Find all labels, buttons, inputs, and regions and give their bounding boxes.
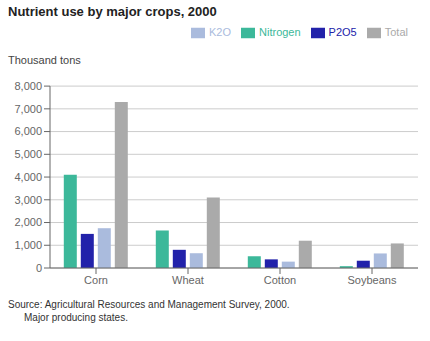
svg-text:1,000: 1,000 <box>14 239 42 251</box>
svg-text:Cotton: Cotton <box>264 274 296 286</box>
svg-text:2,000: 2,000 <box>14 216 42 228</box>
svg-text:Corn: Corn <box>84 274 108 286</box>
html-text:Source: Agricultural Resources: Source: Agricultural Resources and Manag… <box>8 299 290 310</box>
html-text:Thousand tons: Thousand tons <box>8 54 81 66</box>
svg-text:6,000: 6,000 <box>14 125 42 137</box>
svg-text:4,000: 4,000 <box>14 171 42 183</box>
svg-text:Wheat: Wheat <box>172 274 204 286</box>
svg-text:7,000: 7,000 <box>14 103 42 115</box>
svg-text:5,000: 5,000 <box>14 148 42 160</box>
html-text:Nitrogen: Nitrogen <box>259 26 301 38</box>
svg-text:3,000: 3,000 <box>14 194 42 206</box>
html-text:P2O5: P2O5 <box>328 26 357 38</box>
svg-text:Soybeans: Soybeans <box>348 274 397 286</box>
html-text:Major producing states.: Major producing states. <box>24 312 128 323</box>
html-text:K2O: K2O <box>209 26 231 38</box>
html-text:Total: Total <box>384 26 408 38</box>
svg-text:8,000: 8,000 <box>14 80 42 92</box>
svg-text:0: 0 <box>36 262 42 274</box>
html-text:Nutrient use by major crops, 2: Nutrient use by major crops, 2000 <box>8 4 217 19</box>
